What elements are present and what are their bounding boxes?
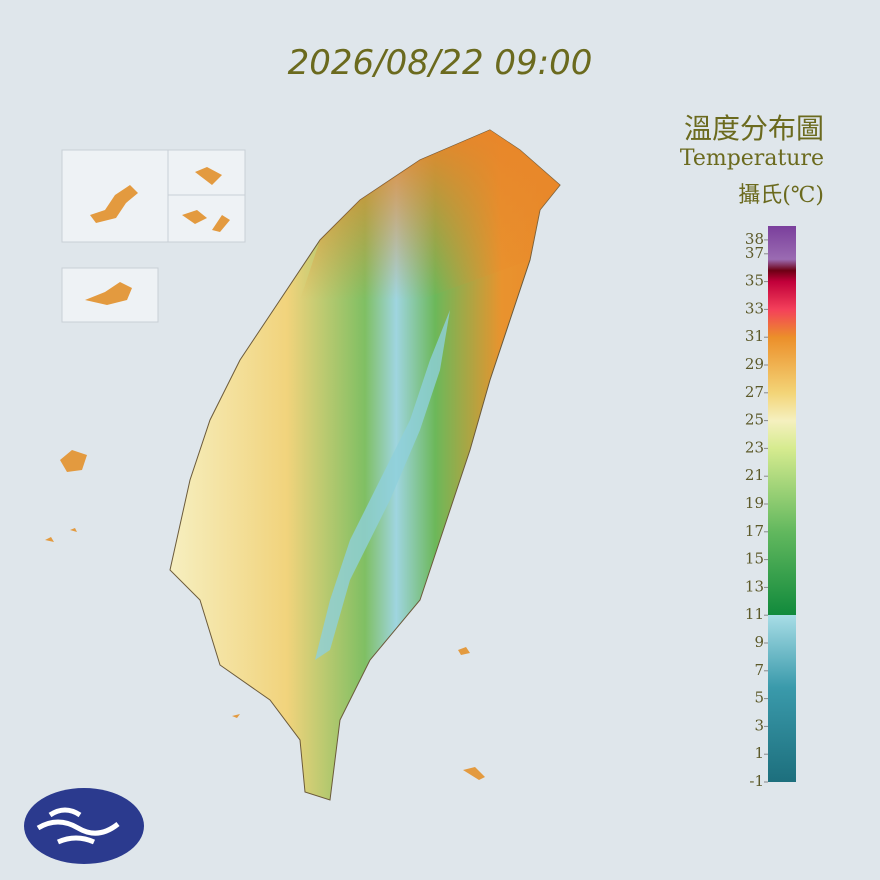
legend-subtitle: Temperature — [680, 146, 824, 171]
cwa-logo — [24, 788, 144, 864]
tick-label: 19 — [745, 494, 764, 512]
tick-label: 9 — [754, 633, 764, 651]
taiwan-map — [169, 129, 561, 801]
tick-label: 13 — [745, 577, 764, 595]
tick-label: 35 — [745, 272, 764, 290]
tick-label: 29 — [745, 355, 764, 373]
tick-label: 17 — [745, 522, 764, 540]
legend-unit: 攝氏(℃) — [738, 183, 824, 208]
timestamp: 2026/08/22 09:00 — [288, 43, 593, 83]
tick-label: 23 — [745, 438, 764, 456]
tick-label: 11 — [745, 605, 764, 623]
tick-label: 15 — [745, 550, 764, 568]
tick-label: -1 — [749, 772, 764, 790]
tick-label: 31 — [745, 327, 764, 345]
color-bar — [768, 226, 796, 782]
tick-label: 1 — [754, 744, 764, 762]
tick-label: 21 — [745, 466, 764, 484]
tick-label: 38 — [745, 230, 764, 248]
tick-label: 7 — [754, 661, 764, 679]
tick-label: 5 — [754, 689, 764, 707]
tick-label: 33 — [745, 299, 764, 317]
inset-islands — [45, 149, 485, 780]
tick-label: 25 — [745, 411, 764, 429]
tick-label: 3 — [754, 716, 764, 734]
tick-label: 27 — [745, 383, 764, 401]
legend-title: 溫度分布圖 — [684, 112, 824, 145]
tick-label: 37 — [745, 244, 764, 262]
